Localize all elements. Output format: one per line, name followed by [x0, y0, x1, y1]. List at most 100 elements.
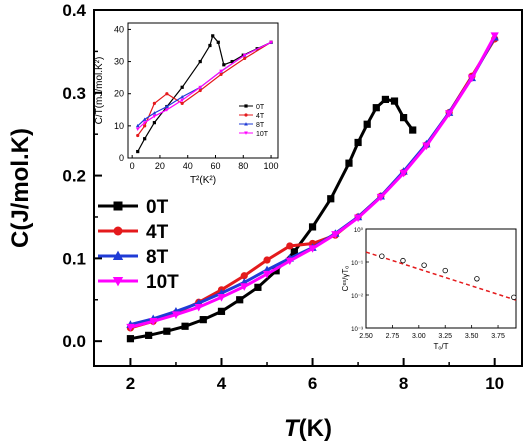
data-point-0T	[381, 95, 390, 104]
data-point-10T	[331, 231, 340, 239]
inset2-data-point	[442, 267, 448, 274]
data-point-10T	[467, 74, 477, 83]
x-tick-label: 2	[126, 374, 135, 393]
inset-data-point-10T	[219, 69, 223, 74]
legend: 0T 4T 8T 10T	[98, 197, 179, 293]
inset-legend-label-10T: 10T	[256, 131, 269, 138]
inset-frame	[127, 22, 279, 159]
data-point-10T	[149, 318, 158, 326]
data-point-10T	[353, 214, 363, 223]
inset-y-tick-label: 30	[114, 57, 124, 67]
series-10T	[126, 32, 499, 332]
data-point-0T	[217, 307, 226, 315]
inset-legend-marker-0T	[244, 104, 248, 108]
inset-legend: 0T 4T 8T 10T	[239, 104, 269, 138]
inset-y-tick-label: 0	[119, 153, 124, 163]
inset-data-point-10T	[142, 121, 147, 125]
inset2-x-tick-label: 3.75	[491, 333, 505, 340]
y-tick-label: 0.2	[62, 167, 86, 186]
data-point-10T	[217, 294, 226, 302]
inset-data-point-8T	[165, 104, 169, 109]
inset2-data-point	[400, 257, 406, 264]
inset-data-point-4T	[136, 133, 140, 138]
inset2-y-tick-label: 10⁻²	[351, 294, 363, 300]
inset2-x-tick-label: 2.50	[359, 333, 373, 340]
inset2-y-tick-label: 10⁻¹	[351, 261, 363, 267]
data-point-0T	[290, 248, 298, 256]
inset-data-point-10T	[135, 127, 140, 131]
data-point-10T	[445, 110, 454, 118]
inset-data-point-0T	[198, 59, 202, 64]
inset-ces-vs-tc-chart: 2.50 2.75 3.00 3.25 3.50 3.75 10⁻³ 10⁻² 10⁻¹ 10⁰ T…	[341, 227, 517, 351]
data-point-0T	[354, 138, 362, 147]
data-point-10T	[422, 142, 431, 151]
inset-legend-marker-10T	[244, 131, 248, 135]
inset-x-tick-label: 20	[155, 161, 165, 171]
series-0T	[126, 95, 417, 343]
inset-y-axis-label: C/T(mJ/mol.K²)	[94, 57, 105, 125]
inset-data-point-10T	[242, 53, 247, 58]
inset-x-tick-label: 40	[183, 161, 193, 171]
inset-data-point-10T	[180, 98, 185, 103]
legend-label-8T: 8T	[146, 247, 169, 268]
inset-data-point-4T	[219, 72, 223, 77]
x-tick-label: 10	[485, 374, 504, 393]
inset-data-point-4T	[143, 124, 147, 128]
data-point-0T	[163, 327, 171, 335]
inset2-y-tick-label: 10⁻³	[351, 327, 363, 333]
inset-legend-marker-4T	[244, 113, 248, 117]
main-chart: 2 4 6 8 10 0.0 0.1 0.2 0.3 0.4 C(J/mol.K) T(K) 0T 4T 8…	[7, 1, 523, 442]
y-tick-label: 0.4	[62, 1, 86, 20]
data-point-0T	[327, 195, 335, 203]
data-point-10T	[262, 270, 272, 279]
data-point-4T	[263, 256, 271, 264]
inset2-y-axis-label: Cᵉˢ/γTₒ	[341, 266, 350, 292]
inset2-x-tick-label: 3.25	[438, 333, 452, 340]
y-tick-label: 0.3	[62, 84, 86, 103]
inset-data-point-0T	[152, 121, 156, 125]
plot-frame	[93, 9, 523, 367]
inset-series-4T	[136, 40, 273, 138]
inset-y-tick-label: 10	[114, 121, 124, 131]
inset-data-point-4T	[243, 56, 247, 60]
inset-x-tick-label: 60	[210, 161, 220, 171]
data-point-10T	[285, 257, 294, 266]
data-point-10T	[376, 193, 385, 202]
inset2-data-point	[421, 262, 427, 268]
inset-data-point-10T	[198, 85, 203, 90]
data-point-4T	[240, 272, 248, 280]
data-point-10T	[171, 311, 181, 319]
inset-legend-label-4T: 4T	[256, 113, 265, 120]
inset-data-point-10T	[269, 40, 273, 45]
inset2-x-axis-label: Tₒ/T	[433, 342, 448, 351]
data-point-0T	[126, 335, 135, 343]
data-point-0T	[363, 120, 371, 128]
inset-data-point-4T	[180, 101, 184, 105]
inset-x-tick-label: 0	[130, 161, 135, 171]
data-point-10T	[240, 283, 249, 291]
inset-x-axis-label: T²(K²)	[190, 175, 216, 186]
inset-data-point-8T	[180, 95, 185, 99]
inset2-frame	[365, 228, 517, 329]
inset2-data-point	[379, 253, 385, 259]
inset-data-point-0T	[216, 40, 220, 44]
inset-data-point-4T	[165, 92, 169, 96]
inset-x-tick-label: 80	[238, 161, 248, 171]
data-point-0T	[345, 159, 353, 167]
inset-ct-vs-t2-chart: 0 20 40 60 80 100 0 10 20 30 40 T²(K²) C/T(mJ/mol.K²…	[94, 22, 279, 186]
data-point-0T	[409, 126, 417, 134]
data-point-0T	[254, 283, 262, 291]
inset-x-tick-label: 100	[264, 161, 279, 171]
inset2-x-tick-label: 3.00	[412, 333, 426, 340]
inset-data-point-0T	[222, 63, 226, 67]
inset-data-point-0T	[143, 137, 147, 141]
inset-data-point-4T	[198, 88, 202, 93]
legend-label-10T: 10T	[146, 272, 179, 293]
data-point-0T	[372, 104, 380, 112]
data-point-0T	[145, 331, 153, 339]
data-point-10T	[399, 169, 408, 178]
inset-data-point-8T	[152, 111, 157, 115]
data-point-0T	[181, 322, 189, 330]
legend-marker-10T	[112, 276, 124, 287]
